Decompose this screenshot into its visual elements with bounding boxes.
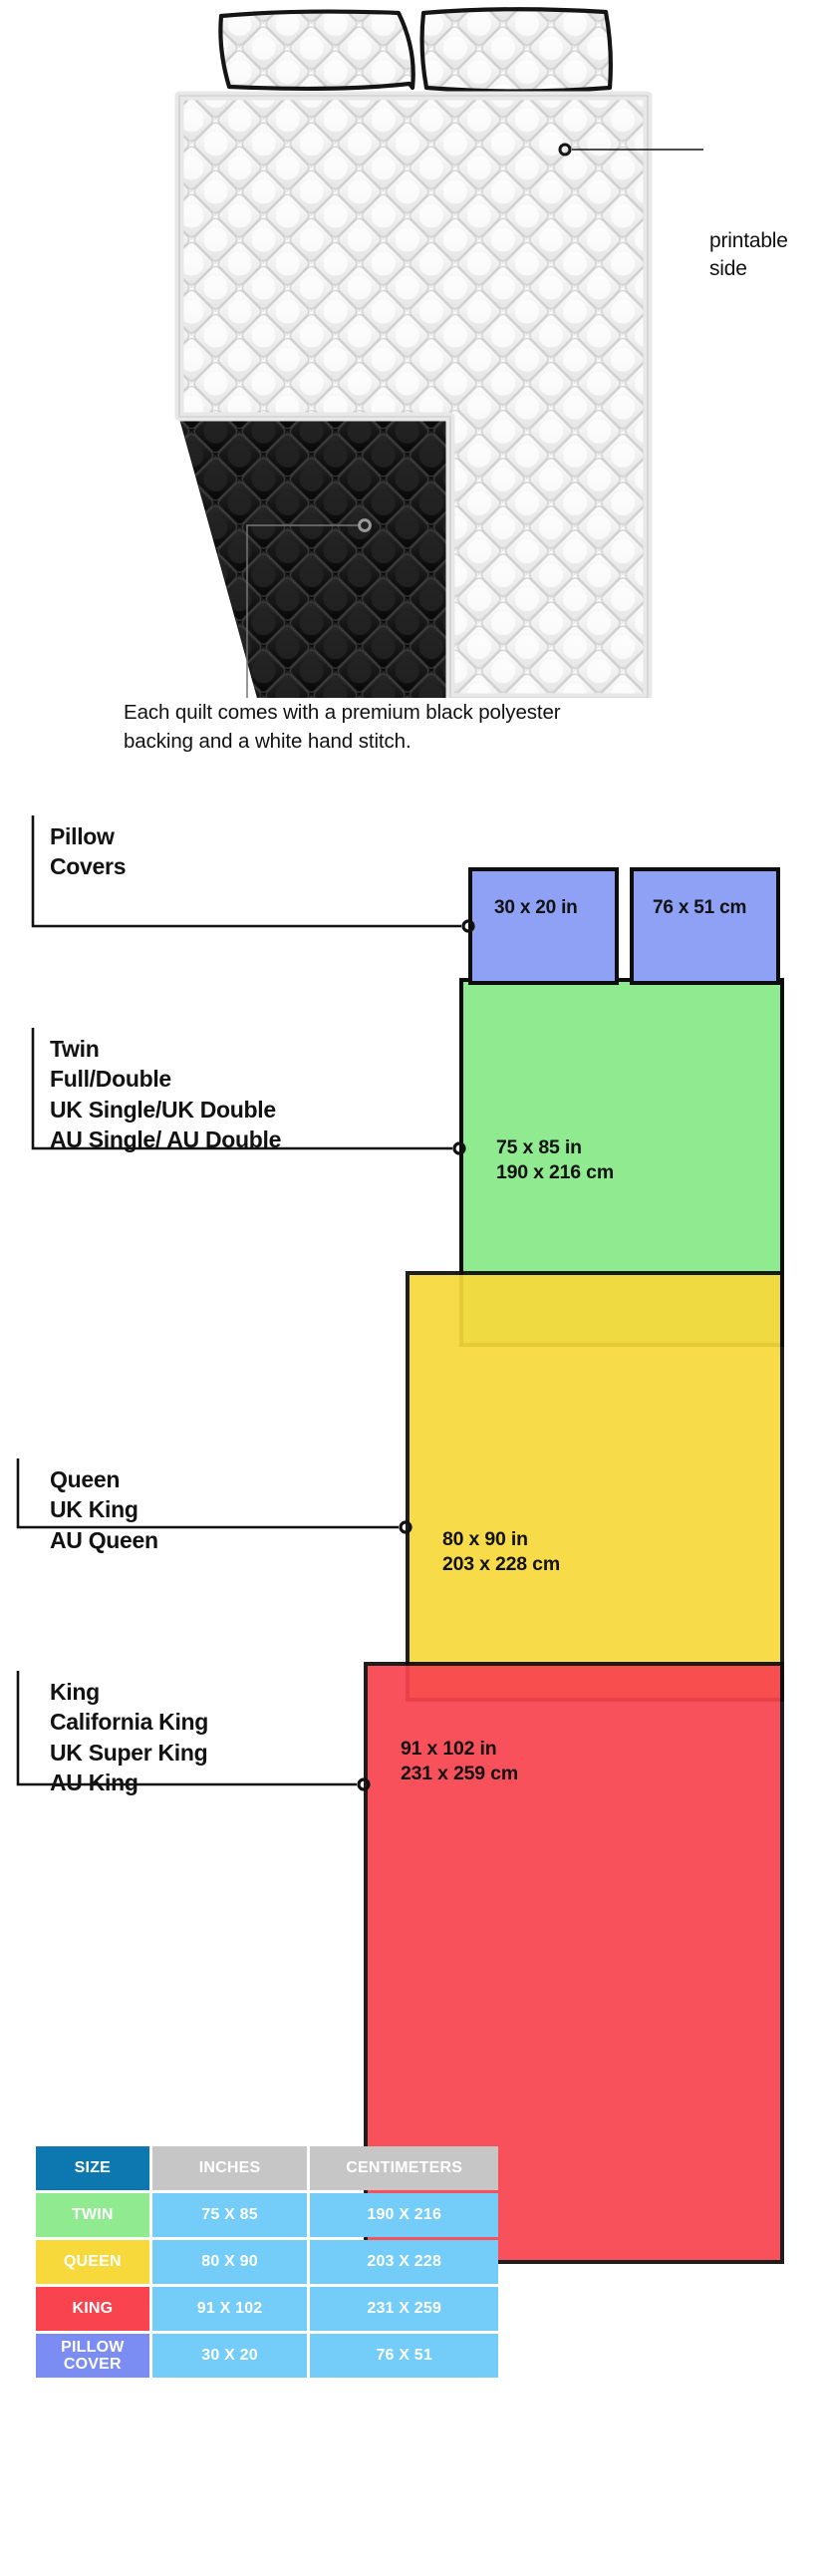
header-size: SIZE [36,2146,149,2190]
printable-side-label: printable side [709,229,788,280]
cell-centimeters-king: 231 X 259 [310,2287,498,2331]
king-dimension-label: 91 x 102 in 231 x 259 cm [401,1738,518,1784]
printable-side-leader [558,143,703,157]
pillow-right-graphic [419,7,613,94]
king-group-label: King California King UK Super King AU Ki… [50,1679,209,1796]
cell-size-twin: TWIN [36,2193,149,2237]
header-centimeters: CENTIMETERS [310,2146,498,2190]
cell-inches-twin: 75 X 85 [151,2193,308,2237]
table-row: TWIN 75 X 85 190 X 216 [36,2193,498,2237]
quilt-graphic [174,7,703,698]
cell-centimeters-pillow-cover: 76 X 51 [310,2334,498,2378]
pillow-inches-rectangle [468,867,619,985]
table-row: PILLOW COVER 30 X 20 76 X 51 [36,2334,498,2378]
twin-dimension-label: 75 x 85 in 190 x 216 cm [496,1136,614,1183]
pillow-centimeters-rectangle [630,867,780,985]
pillow-centimeters-label: 76 x 51 cm [653,897,747,918]
table-row: QUEEN 80 X 90 203 X 228 [36,2240,498,2284]
size-comparison-diagram: Pillow Covers Twin Full/Double UK Single… [16,815,784,2264]
cell-centimeters-twin: 190 X 216 [310,2193,498,2237]
queen-dimension-label: 80 x 90 in 203 x 228 cm [442,1528,560,1575]
queen-group-label: Queen UK King AU Queen [50,1466,158,1553]
cell-size-pillow-cover: PILLOW COVER [36,2334,149,2378]
size-table: SIZE INCHES CENTIMETERS TWIN 75 X 85 190… [33,2143,501,2381]
table-row: KING 91 X 102 231 X 259 [36,2287,498,2331]
cell-inches-pillow-cover: 30 X 20 [151,2334,308,2378]
cell-size-queen: QUEEN [36,2240,149,2284]
queen-size-rectangle [406,1271,784,1702]
cell-inches-king: 91 X 102 [151,2287,308,2331]
quilt-illustration: printable side [0,0,825,698]
pillow-group-label: Pillow Covers [50,823,127,880]
black-backing-leader [246,518,372,698]
twin-group-label: Twin Full/Double UK Single/UK Double AU … [50,1036,282,1153]
cell-size-king: KING [36,2287,149,2331]
cell-centimeters-queen: 203 X 228 [310,2240,498,2284]
cell-inches-queen: 80 X 90 [151,2240,308,2284]
pillow-inches-label: 30 x 20 in [494,897,578,918]
table-header-row: SIZE INCHES CENTIMETERS [36,2146,498,2190]
pillow-left-graphic [218,9,415,92]
header-inches: INCHES [151,2146,308,2190]
backing-caption: Each quilt comes with a premium black po… [124,701,561,754]
